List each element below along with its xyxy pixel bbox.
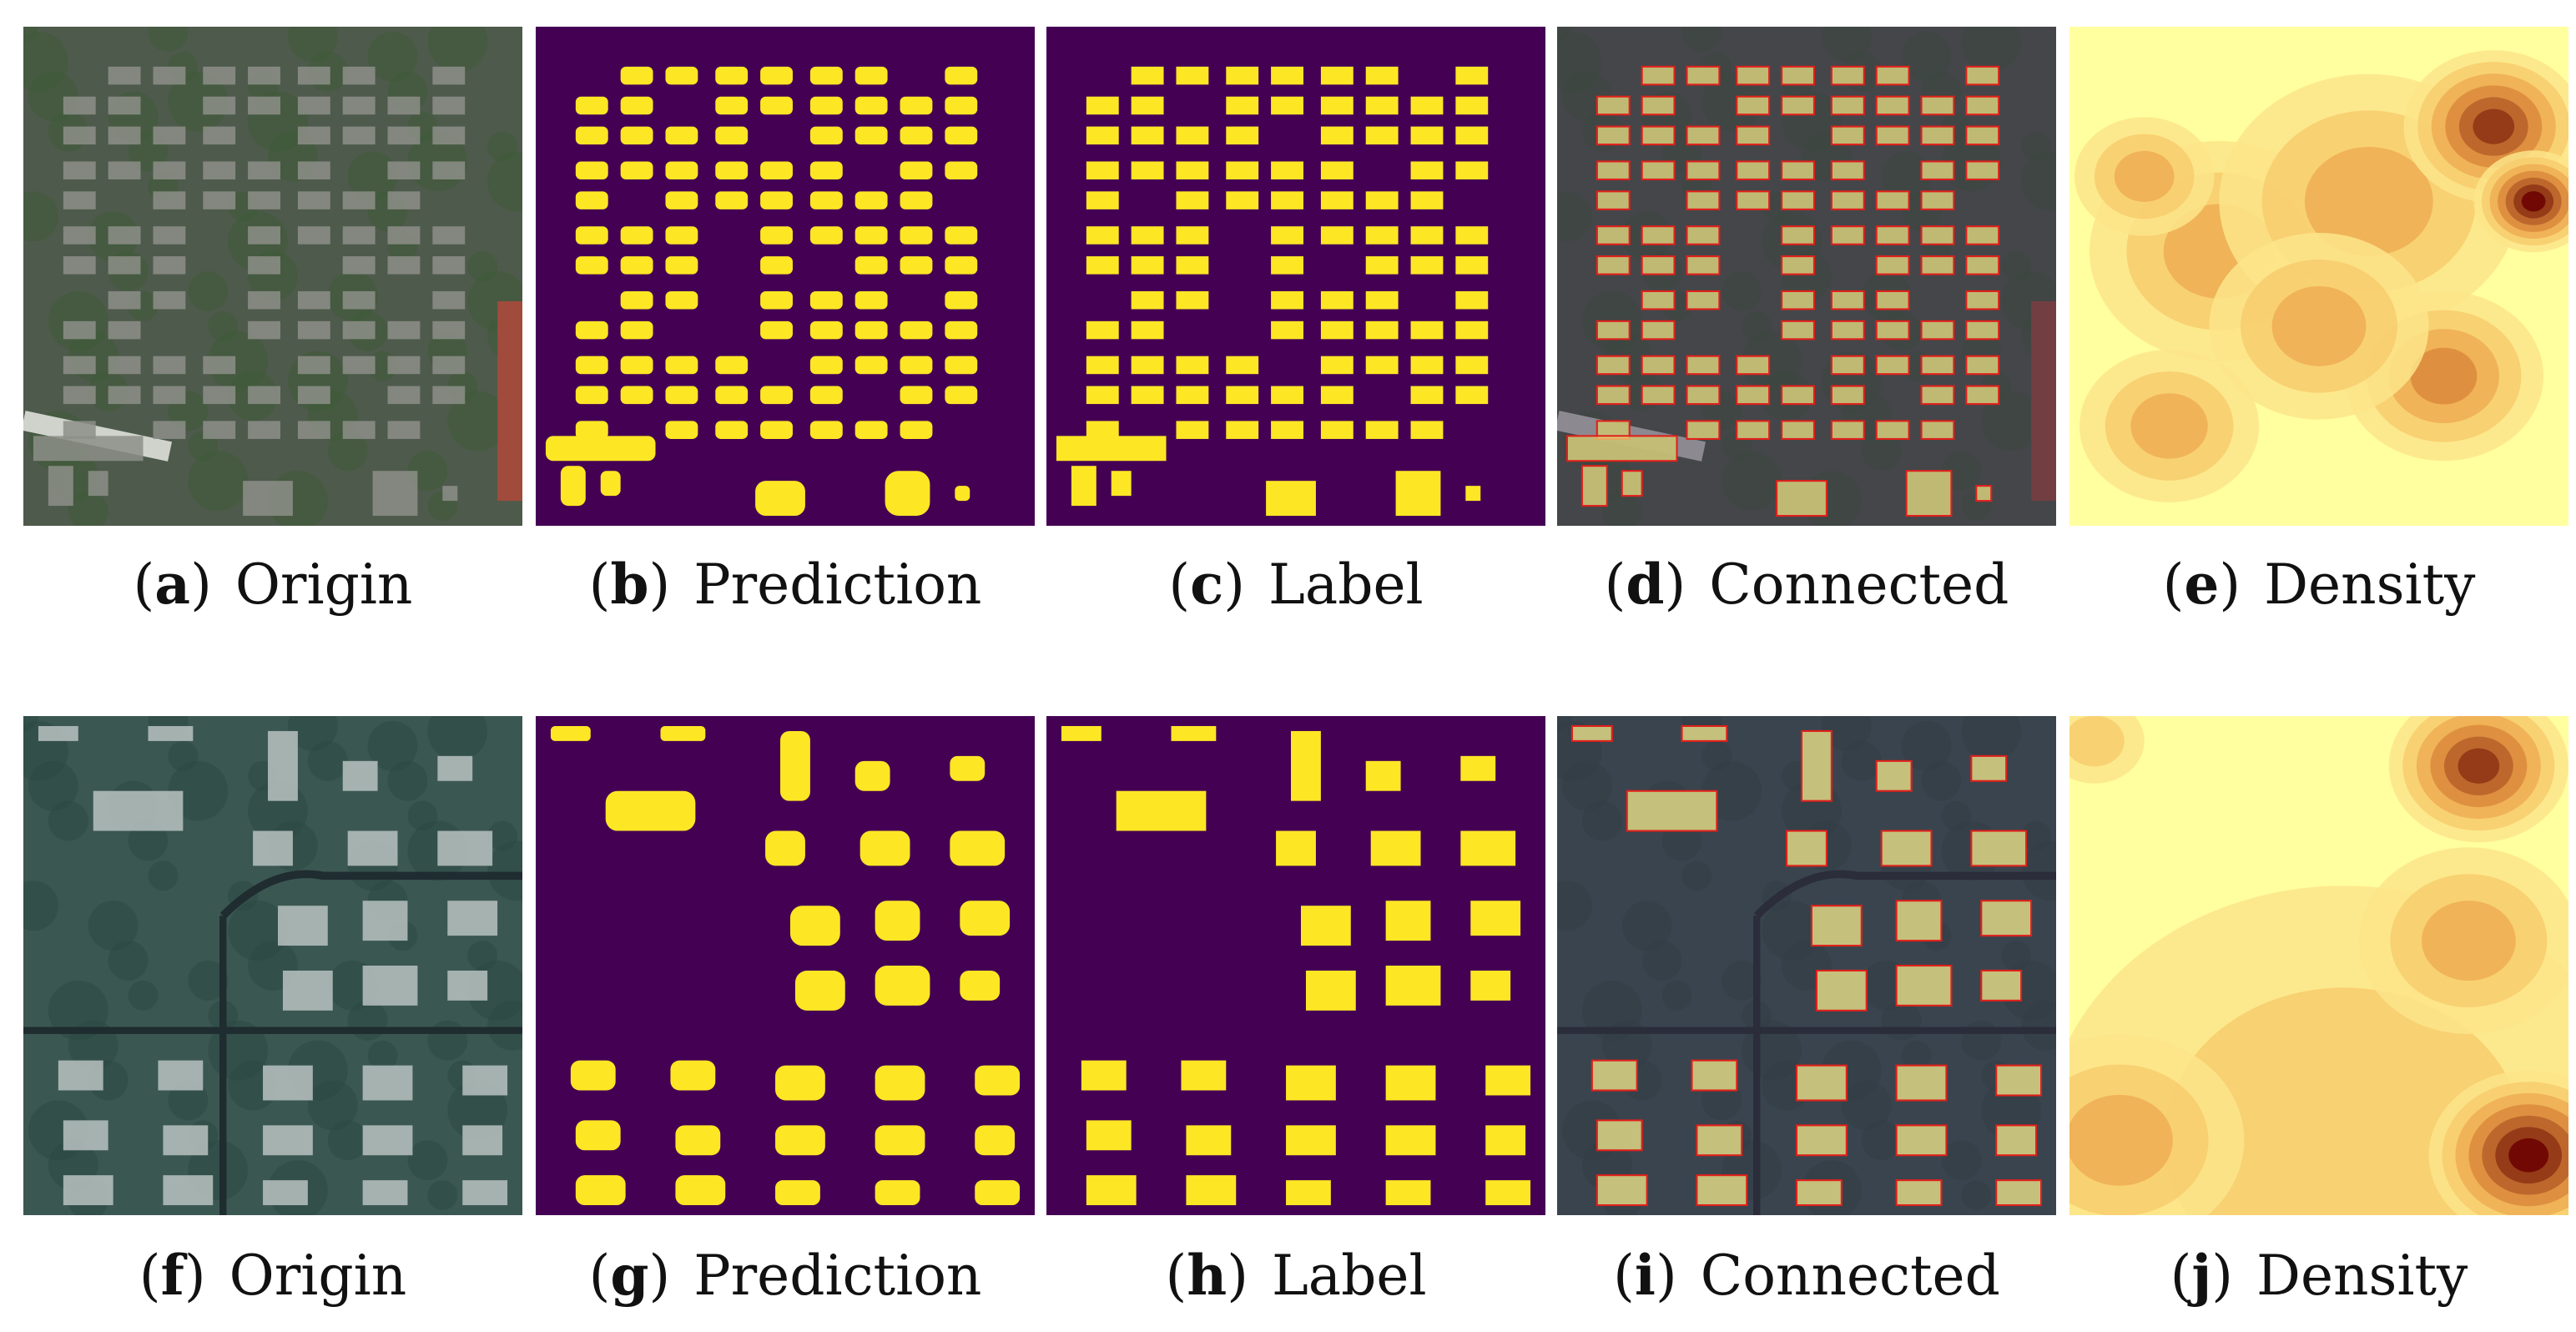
caption-e: (e) Density xyxy=(2162,552,2476,617)
prediction-image xyxy=(536,716,1035,1215)
panel-i-connected xyxy=(1557,716,2056,1215)
panel-a-origin xyxy=(23,27,522,526)
panel-j-density xyxy=(2069,716,2568,1215)
origin-image xyxy=(23,716,522,1215)
panel-c-label xyxy=(1046,27,1545,526)
caption-g: (g) Prediction xyxy=(588,1243,982,1308)
connected-image xyxy=(1557,716,2056,1215)
caption-d: (d) Connected xyxy=(1604,552,2009,617)
caption-a: (a) Origin xyxy=(133,552,413,617)
caption-i: (i) Connected xyxy=(1613,1243,2000,1308)
caption-h: (h) Label xyxy=(1165,1243,1427,1308)
panel-b-prediction xyxy=(536,27,1035,526)
connected-image xyxy=(1557,27,2056,526)
panel-f-origin xyxy=(23,716,522,1215)
panel-d-connected xyxy=(1557,27,2056,526)
panel-g-prediction xyxy=(536,716,1035,1215)
panel-e-density xyxy=(2069,27,2568,526)
density-image xyxy=(2069,27,2568,526)
caption-j: (j) Density xyxy=(2170,1243,2468,1308)
caption-b: (b) Prediction xyxy=(588,552,982,617)
panel-h-label xyxy=(1046,716,1545,1215)
prediction-image xyxy=(536,27,1035,526)
label-image xyxy=(1046,27,1545,526)
origin-image xyxy=(23,27,522,526)
caption-f: (f) Origin xyxy=(139,1243,407,1308)
density-image xyxy=(2069,716,2568,1215)
label-image xyxy=(1046,716,1545,1215)
caption-c: (c) Label xyxy=(1168,552,1424,617)
